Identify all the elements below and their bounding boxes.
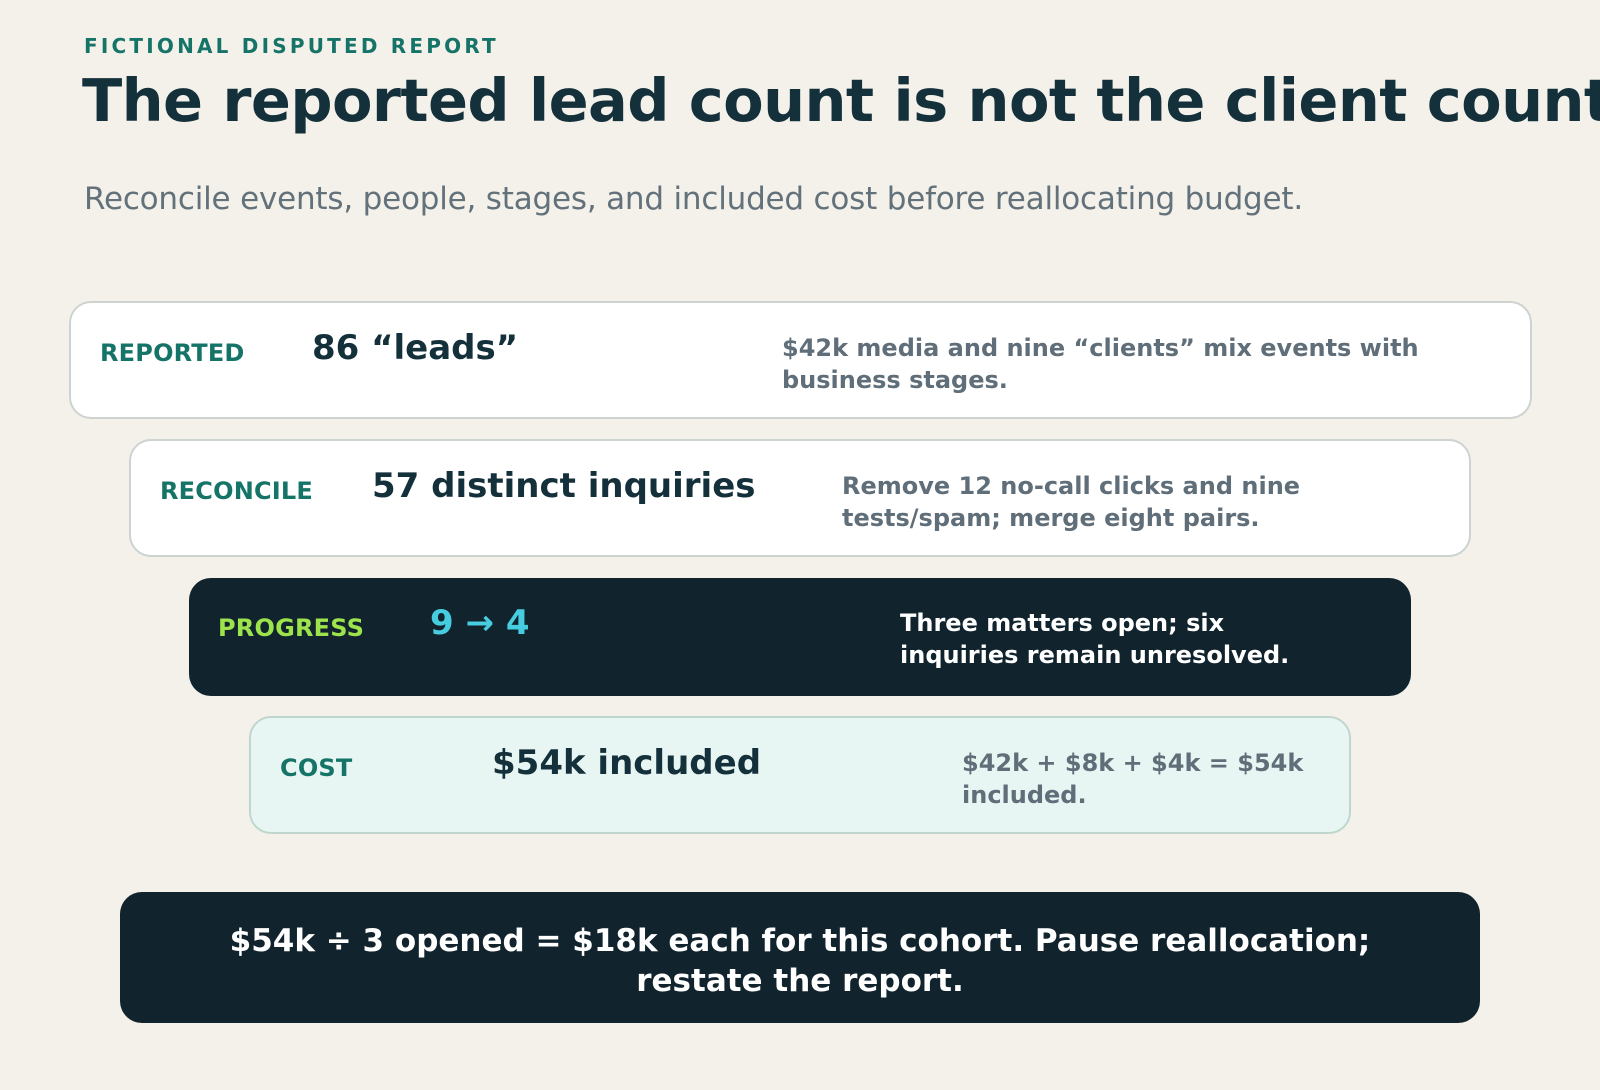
page-title: The reported lead count is not the clien… xyxy=(82,66,1600,135)
cost-label: COST xyxy=(280,754,353,782)
cost-row: COST $54k included $42k + $8k + $4k = $5… xyxy=(249,716,1351,834)
progress-row: PROGRESS 9 → 4 Three matters open; six i… xyxy=(189,578,1411,696)
page-subtitle: Reconcile events, people, stages, and in… xyxy=(84,181,1304,217)
progress-value: 9 → 4 xyxy=(430,603,530,643)
progress-label: PROGRESS xyxy=(218,614,365,642)
conclusion-banner: $54k ÷ 3 opened = $18k each for this coh… xyxy=(120,892,1480,1023)
reported-row: REPORTED 86 “leads” $42k media and nine … xyxy=(69,301,1532,419)
reconcile-value: 57 distinct inquiries xyxy=(372,466,756,506)
cost-note: $42k + $8k + $4k = $54k included. xyxy=(962,749,1304,809)
reported-value: 86 “leads” xyxy=(312,328,519,368)
reconcile-note: Remove 12 no-call clicks and nine tests/… xyxy=(842,472,1301,532)
report-eyebrow: FICTIONAL DISPUTED REPORT xyxy=(84,34,499,58)
progress-note: Three matters open; six inquiries remain… xyxy=(900,609,1290,669)
reconcile-row: RECONCILE 57 distinct inquiries Remove 1… xyxy=(129,439,1471,557)
reconcile-label: RECONCILE xyxy=(160,477,314,505)
reported-label: REPORTED xyxy=(100,339,245,367)
cost-value: $54k included xyxy=(492,743,762,783)
reported-note: $42k media and nine “clients” mix events… xyxy=(782,334,1419,394)
